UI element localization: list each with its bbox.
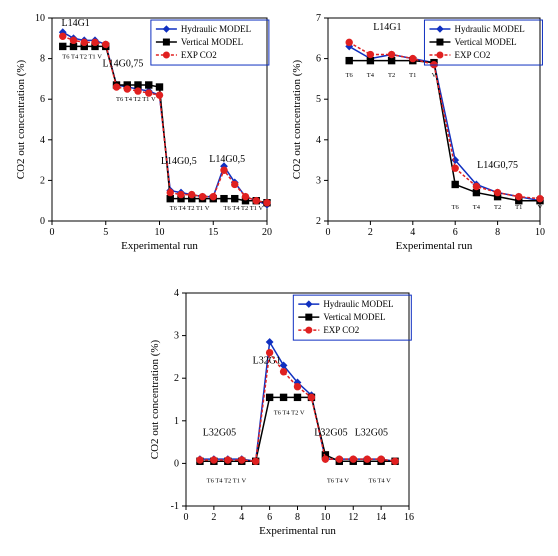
xtick-label: 0 [184, 512, 189, 523]
ytick-label: 0 [174, 458, 179, 469]
ytick-label: 2 [40, 175, 45, 186]
annotation: T2 [494, 204, 501, 211]
xtick-label: 0 [50, 227, 55, 238]
xtick-label: 16 [404, 512, 414, 523]
annotation: L14G1 [61, 18, 89, 29]
legend-label: EXP CO2 [181, 50, 217, 60]
xtick-label: 0 [326, 227, 331, 238]
xtick-label: 20 [262, 227, 272, 238]
xtick-label: 12 [348, 512, 358, 523]
ytick-label: 10 [35, 13, 45, 24]
legend-label: Vertical MODEL [454, 37, 516, 47]
annotation: T6 T4 T2 T1 V [170, 205, 210, 212]
ytick-label: 3 [316, 175, 321, 186]
xtick-label: 14 [376, 512, 386, 523]
annotation: V [538, 204, 543, 211]
xtick-label: 2 [368, 227, 373, 238]
y-axis-label: CO2 out concentration (%) [149, 339, 161, 459]
ytick-label: 4 [174, 288, 179, 299]
annotation: T6 [346, 72, 354, 79]
xtick-label: 6 [267, 512, 272, 523]
annotation: L14G0,5 [161, 156, 197, 167]
ytick-label: 4 [40, 135, 45, 146]
xtick-label: 5 [103, 227, 108, 238]
annotation: T1 [515, 204, 522, 211]
legend-label: EXP CO2 [323, 325, 359, 335]
x-axis-label: Experimental run [396, 240, 473, 252]
ytick-label: -1 [171, 501, 179, 512]
xtick-label: 10 [320, 512, 330, 523]
series-vertical [63, 46, 267, 202]
ytick-label: 1 [174, 416, 179, 427]
annotation: L32G05 [355, 428, 388, 439]
ytick-label: 6 [316, 54, 321, 65]
annotation: V [432, 72, 437, 79]
xtick-label: 8 [295, 512, 300, 523]
annotation: T6 T4 T2 T1 V [62, 54, 102, 61]
series-exp [200, 353, 395, 462]
ytick-label: 2 [174, 373, 179, 384]
annotation: T2 [388, 72, 395, 79]
annotation: L14G1 [373, 22, 401, 33]
series-hydraulic [200, 342, 395, 461]
ytick-label: 0 [40, 216, 45, 227]
annotation: T6 T4 T2 T1 V [116, 96, 156, 103]
annotation: T4 [473, 204, 481, 211]
annotation: T6 T4 V [369, 478, 391, 485]
ytick-label: 5 [316, 94, 321, 105]
series-exp [63, 36, 267, 202]
legend-label: Hydraulic MODEL [181, 24, 251, 34]
annotation: T4 [367, 72, 375, 79]
x-axis-label: Experimental run [121, 240, 198, 252]
x-axis-label: Experimental run [259, 525, 336, 537]
annotation: L14G0,75 [477, 160, 518, 171]
xtick-label: 10 [155, 227, 165, 238]
xtick-label: 4 [239, 512, 244, 523]
annotation: T6 [452, 204, 460, 211]
xtick-label: 2 [211, 512, 216, 523]
chart-p1: 0 5 10 15 20 0 2 4 6 8 10 Experimental run CO2 out c… [10, 8, 275, 253]
xtick-label: 8 [495, 227, 500, 238]
legend-label: Hydraulic MODEL [454, 24, 524, 34]
annotation: T6 T4 T2 T1 V [207, 478, 247, 485]
ytick-label: 7 [316, 13, 321, 24]
series-vertical [349, 61, 540, 201]
legend-label: EXP CO2 [454, 50, 490, 60]
annotation: T6 T4 T2 V [274, 409, 305, 416]
annotation: L14G0,75 [103, 59, 144, 70]
annotation: L32G1 [253, 355, 281, 366]
chart-p3: 0246810121416-101234Experimental runCO2 … [142, 283, 417, 538]
annotation: L14G0,5 [209, 154, 245, 165]
ytick-label: 6 [40, 94, 45, 105]
xtick-label: 15 [208, 227, 218, 238]
xtick-label: 4 [410, 227, 415, 238]
annotation: L32G05 [203, 428, 236, 439]
y-axis-label: CO2 out concentration (%) [15, 59, 27, 179]
ytick-label: 4 [316, 135, 321, 146]
xtick-label: 6 [453, 227, 458, 238]
annotation: T6 T4 V [327, 478, 349, 485]
ytick-label: 3 [174, 331, 179, 342]
legend-label: Vertical MODEL [323, 312, 385, 322]
annotation: T1 [409, 72, 416, 79]
xtick-label: 10 [535, 227, 545, 238]
y-axis-label: CO2 out concentration (%) [291, 59, 303, 179]
ytick-label: 8 [40, 54, 45, 65]
annotation: L32G05 [314, 428, 347, 439]
legend-label: Hydraulic MODEL [323, 299, 393, 309]
legend-label: Vertical MODEL [181, 37, 243, 47]
annotation: T6 T4 T2 T1 V [224, 205, 264, 212]
chart-p2: 0246810234567Experimental runCO2 out con… [288, 8, 548, 253]
ytick-label: 2 [316, 216, 321, 227]
